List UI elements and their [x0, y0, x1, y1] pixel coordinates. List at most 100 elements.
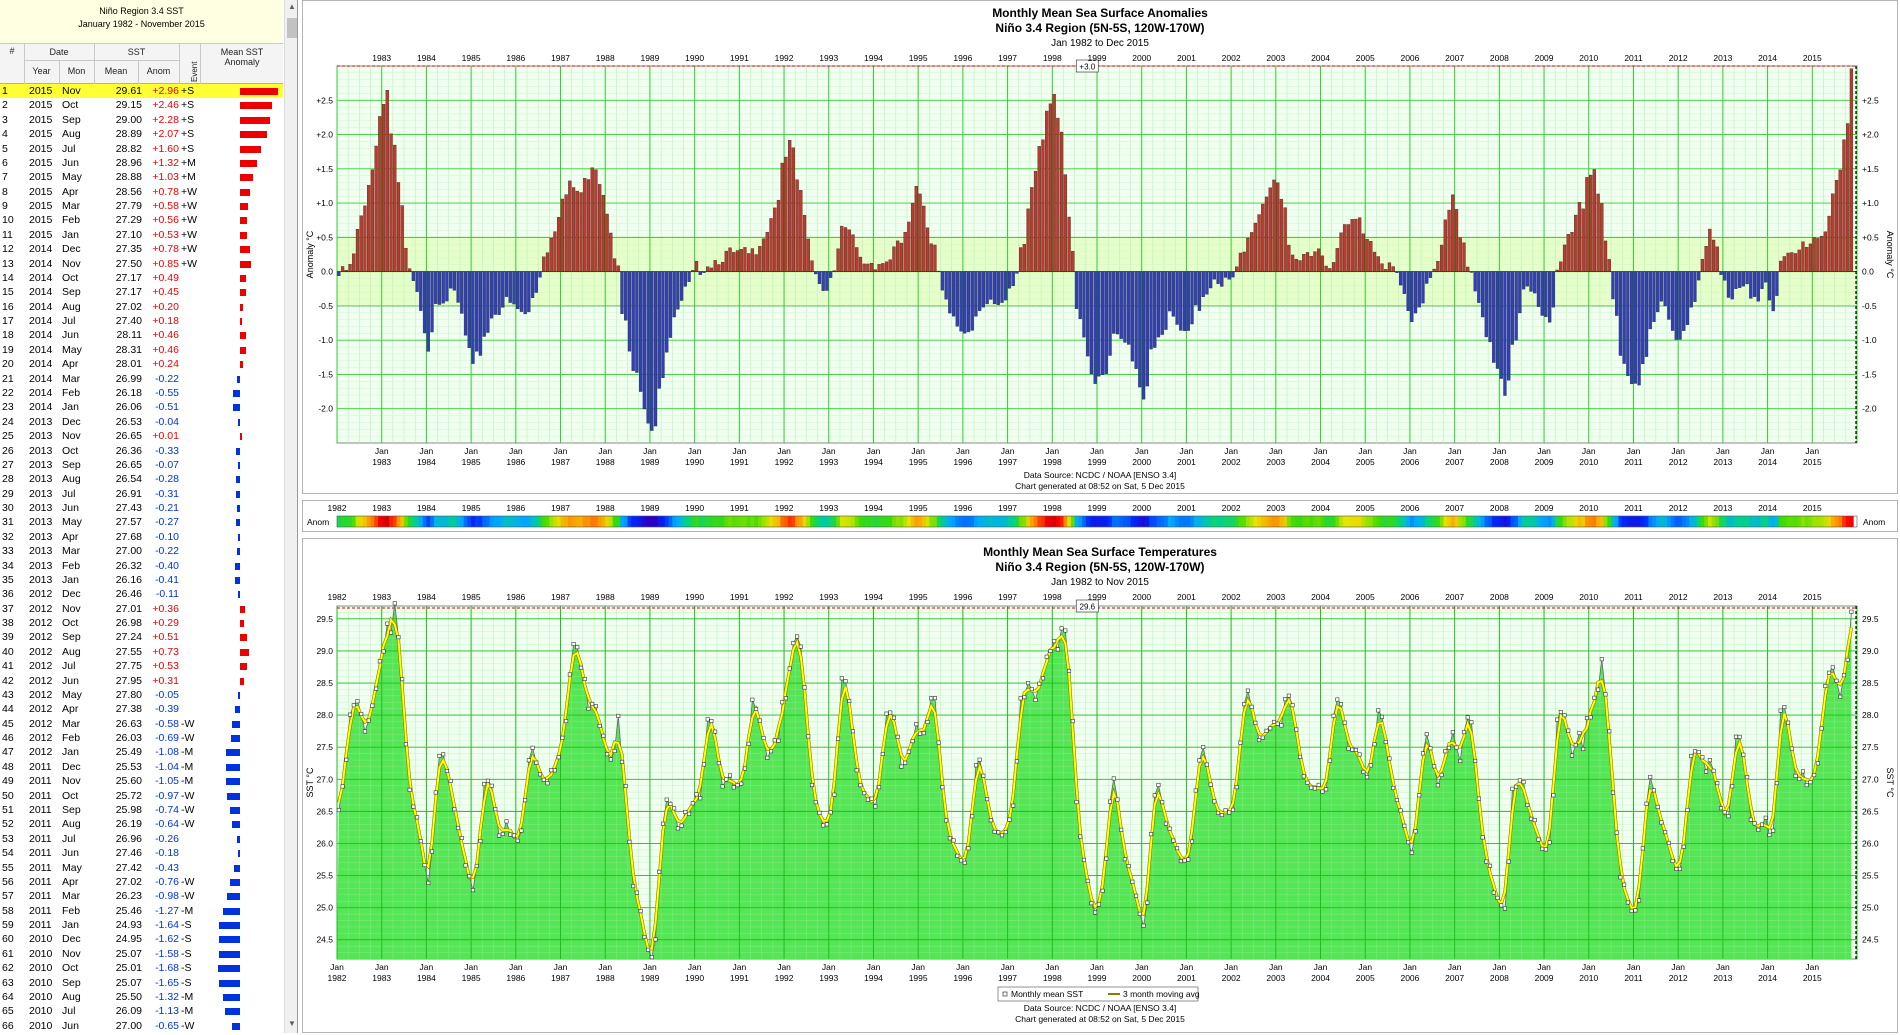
header-date[interactable]: Date — [49, 47, 69, 57]
table-row[interactable]: 52 2011 Aug 26.19 -0.64 -W — [0, 817, 283, 831]
table-row[interactable]: 36 2012 Dec 26.46 -0.11 — [0, 587, 283, 601]
table-row[interactable]: 60 2010 Dec 24.95 -1.62 -S — [0, 932, 283, 946]
sst-point — [731, 785, 736, 790]
table-row[interactable]: 57 2011 Mar 26.23 -0.98 -W — [0, 889, 283, 903]
table-row[interactable]: 49 2011 Nov 25.60 -1.05 -M — [0, 774, 283, 788]
table-row[interactable]: 64 2010 Aug 25.50 -1.32 -M — [0, 990, 283, 1004]
scroll-down-icon[interactable]: ▼ — [288, 1019, 296, 1028]
table-row[interactable]: 55 2011 May 27.42 -0.43 — [0, 861, 283, 875]
table-row[interactable]: 35 2013 Jan 26.16 -0.41 — [0, 573, 283, 587]
table-row[interactable]: 39 2012 Sep 27.24 +0.51 — [0, 630, 283, 644]
table-row[interactable]: 19 2014 May 28.31 +0.46 — [0, 343, 283, 357]
table-row[interactable]: 12 2014 Dec 27.35 +0.78 +W — [0, 242, 283, 256]
table-row[interactable]: 13 2014 Nov 27.50 +0.85 +W — [0, 257, 283, 271]
table-row[interactable]: 48 2011 Dec 25.53 -1.04 -M — [0, 760, 283, 774]
table-row[interactable]: 32 2013 Apr 27.68 -0.10 — [0, 530, 283, 544]
table-row[interactable]: 20 2014 Apr 28.01 +0.24 — [0, 357, 283, 371]
table-row[interactable]: 46 2012 Feb 26.03 -0.69 -W — [0, 731, 283, 745]
table-row[interactable]: 31 2013 May 27.57 -0.27 — [0, 515, 283, 529]
table-row[interactable]: 50 2011 Oct 25.72 -0.97 -W — [0, 789, 283, 803]
table-row[interactable]: 9 2015 Mar 27.79 +0.58 +W — [0, 199, 283, 213]
table-row[interactable]: 61 2010 Nov 25.07 -1.58 -S — [0, 947, 283, 961]
table-row[interactable]: 17 2014 Jul 27.40 +0.18 — [0, 314, 283, 328]
table-row[interactable]: 14 2014 Oct 27.17 +0.49 — [0, 271, 283, 285]
anomaly-bar — [594, 169, 598, 272]
table-row[interactable]: 66 2010 Jun 27.00 -0.65 -W — [0, 1019, 283, 1033]
table-row[interactable]: 23 2014 Jan 26.06 -0.51 — [0, 400, 283, 414]
table-row[interactable]: 27 2013 Sep 26.65 -0.07 — [0, 458, 283, 472]
header-index[interactable]: # — [9, 46, 15, 56]
table-row[interactable]: 26 2013 Oct 26.36 -0.33 — [0, 444, 283, 458]
header-mon[interactable]: Mon — [67, 66, 86, 76]
sst-point — [601, 733, 606, 738]
strip-cell — [1104, 516, 1109, 527]
table-scrollbar[interactable]: ▲ ▼ — [284, 0, 297, 1033]
table-row[interactable]: 6 2015 Jun 28.96 +1.32 +M — [0, 156, 283, 170]
table-row[interactable]: 59 2011 Jan 24.93 -1.64 -S — [0, 918, 283, 932]
table-row[interactable]: 45 2012 Mar 26.63 -0.58 -W — [0, 717, 283, 731]
header-sst[interactable]: SST — [127, 47, 146, 57]
table-row[interactable]: 34 2013 Feb 26.32 -0.40 — [0, 559, 283, 573]
anomaly-bar — [1253, 222, 1257, 272]
table-row[interactable]: 44 2012 Apr 27.38 -0.39 — [0, 702, 283, 716]
sst-point — [1830, 665, 1835, 670]
scroll-thumb[interactable] — [287, 18, 297, 38]
table-row[interactable]: 2 2015 Oct 29.15 +2.46 +S — [0, 98, 283, 112]
table-row[interactable]: 43 2012 May 27.80 -0.05 — [0, 688, 283, 702]
anomaly-bar — [828, 271, 833, 278]
table-row[interactable]: 4 2015 Aug 28.89 +2.07 +S — [0, 127, 283, 141]
table-row[interactable]: 21 2014 Mar 26.99 -0.22 — [0, 372, 283, 386]
sst-chart-title: Monthly Mean Sea Surface Temperatures — [983, 545, 1217, 559]
table-row[interactable]: 63 2010 Sep 25.07 -1.65 -S — [0, 976, 283, 990]
header-event[interactable]: Event — [190, 61, 199, 82]
table-row[interactable]: 41 2012 Jul 27.75 +0.53 — [0, 659, 283, 673]
table-row[interactable]: 11 2015 Jan 27.10 +0.53 +W — [0, 228, 283, 242]
table-row[interactable]: 65 2010 Jul 26.09 -1.13 -M — [0, 1004, 283, 1018]
anomaly-bar — [516, 271, 520, 310]
row-mean: 27.50 — [115, 257, 142, 270]
table-row[interactable]: 40 2012 Aug 27.55 +0.73 — [0, 645, 283, 659]
table-row[interactable]: 8 2015 Apr 28.56 +0.78 +W — [0, 185, 283, 199]
table-row[interactable]: 53 2011 Jul 26.96 -0.26 — [0, 832, 283, 846]
table-row[interactable]: 51 2011 Sep 25.98 -0.74 -W — [0, 803, 283, 817]
table-row[interactable]: 10 2015 Feb 27.29 +0.56 +W — [0, 213, 283, 227]
table-row[interactable]: 28 2013 Aug 26.54 -0.28 — [0, 472, 283, 486]
table-row[interactable]: 29 2013 Jul 26.91 -0.31 — [0, 487, 283, 501]
header-anom[interactable]: Anom — [146, 66, 171, 76]
header-year[interactable]: Year — [32, 66, 51, 76]
table-row[interactable]: 54 2011 Jun 27.46 -0.18 — [0, 846, 283, 860]
row-month: Jul — [62, 487, 76, 500]
strip-cell — [590, 516, 595, 527]
table-row[interactable]: 3 2015 Sep 29.00 +2.28 +S — [0, 113, 283, 127]
strip-year-label: 1997 — [998, 503, 1017, 513]
table-row[interactable]: 47 2012 Jan 25.49 -1.08 -M — [0, 745, 283, 759]
table-row[interactable]: 62 2010 Oct 25.01 -1.68 -S — [0, 961, 283, 975]
table-row[interactable]: 7 2015 May 28.88 +1.03 +M — [0, 170, 283, 184]
table-row[interactable]: 58 2011 Feb 25.46 -1.27 -M — [0, 904, 283, 918]
table-row[interactable]: 42 2012 Jun 27.95 +0.31 — [0, 674, 283, 688]
anomaly-bar — [1317, 248, 1321, 272]
table-row[interactable]: 37 2012 Nov 27.01 +0.36 — [0, 602, 283, 616]
strip-cell — [1197, 516, 1202, 527]
table-row[interactable]: 1 2015 Nov 29.61 +2.96 +S — [0, 84, 283, 99]
scroll-up-icon[interactable]: ▲ — [288, 2, 296, 11]
strip-cell — [1078, 516, 1083, 527]
table-row[interactable]: 24 2013 Dec 26.53 -0.04 — [0, 415, 283, 429]
table-row[interactable]: 5 2015 Jul 28.82 +1.60 +S — [0, 142, 283, 156]
table-row[interactable]: 33 2013 Mar 27.00 -0.22 — [0, 544, 283, 558]
table-row[interactable]: 38 2012 Oct 26.98 +0.29 — [0, 616, 283, 630]
table-row[interactable]: 18 2014 Jun 28.11 +0.46 — [0, 328, 283, 342]
header-mean[interactable]: Mean — [104, 66, 128, 76]
table-row[interactable]: 15 2014 Sep 27.17 +0.45 — [0, 285, 283, 299]
anomaly-bar — [1708, 228, 1712, 272]
table-row[interactable]: 56 2011 Apr 27.02 -0.76 -W — [0, 875, 283, 889]
row-mean: 25.07 — [115, 976, 142, 989]
table-row[interactable]: 25 2013 Nov 26.65 +0.01 — [0, 429, 283, 443]
table-row[interactable]: 22 2014 Feb 26.18 -0.55 — [0, 386, 283, 400]
header-mean-sst-anomaly[interactable]: Mean SST Anomaly — [220, 47, 264, 67]
strip-year-label: 2010 — [1579, 503, 1598, 513]
table-row[interactable]: 30 2013 Jun 27.43 -0.21 — [0, 501, 283, 515]
table-row[interactable]: 16 2014 Aug 27.02 +0.20 — [0, 300, 283, 314]
strip-cell — [940, 516, 945, 527]
sst-point — [1301, 774, 1306, 779]
